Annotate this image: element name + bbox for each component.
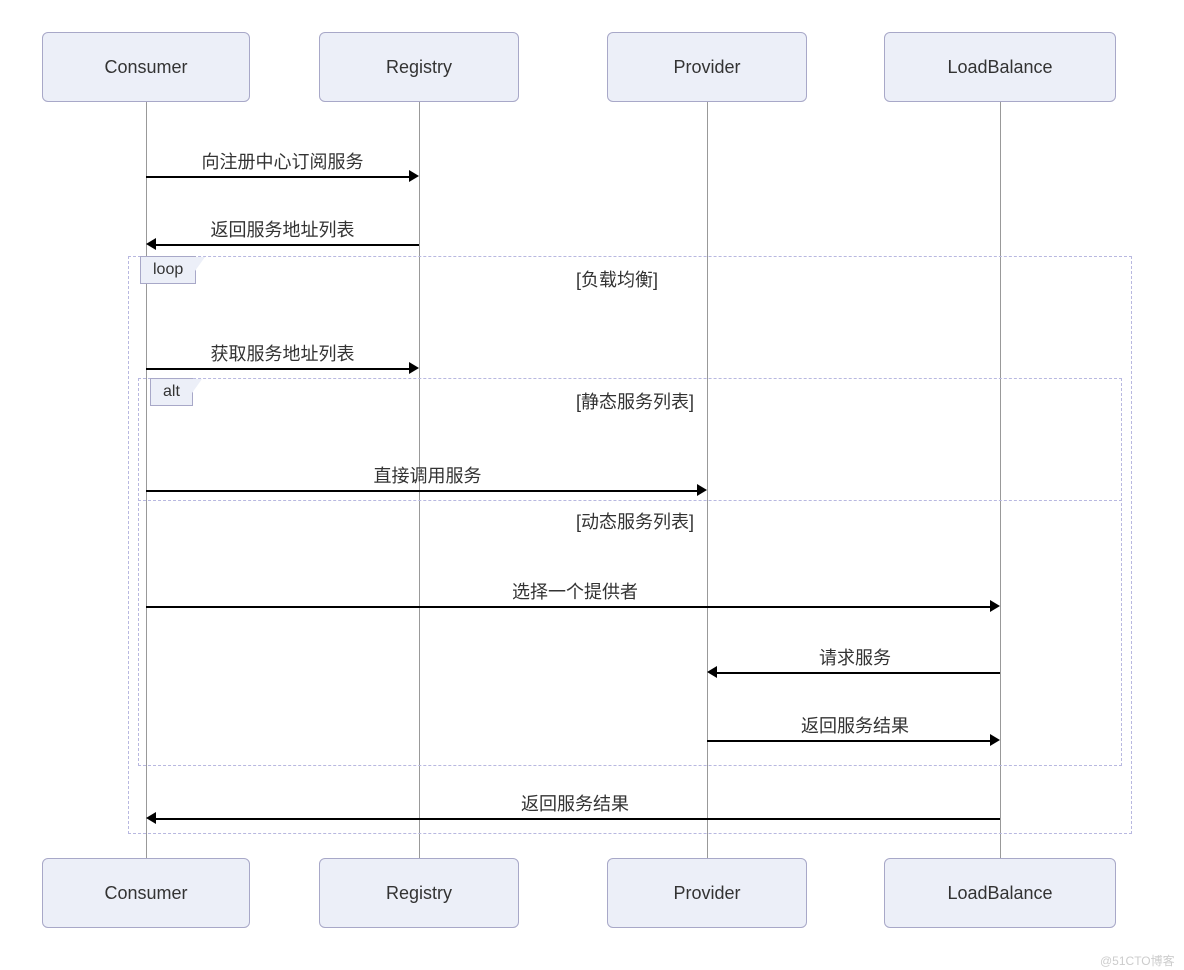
msg-select-provider-line (146, 606, 990, 608)
participant-provider-bottom: Provider (607, 858, 807, 928)
msg-request-service-arrow (707, 666, 717, 678)
participant-label: LoadBalance (947, 883, 1052, 904)
msg-select-provider-label: 选择一个提供者 (500, 578, 650, 604)
participant-consumer-bottom: Consumer (42, 858, 250, 928)
msg-request-service-line (717, 672, 1000, 674)
msg-return-result-2-label: 返回服务结果 (510, 790, 640, 816)
participant-loadbalance-bottom: LoadBalance (884, 858, 1116, 928)
loop-frame-title: [负载均衡] (576, 266, 658, 292)
participant-label: Provider (673, 57, 740, 78)
participant-label: Registry (386, 57, 452, 78)
participant-label: Provider (673, 883, 740, 904)
msg-get-list-arrow (409, 362, 419, 374)
msg-return-result-2-arrow (146, 812, 156, 824)
loop-frame-label: loop (140, 256, 196, 284)
alt-frame-label: alt (150, 378, 193, 406)
msg-get-list-label: 获取服务地址列表 (190, 340, 375, 366)
participant-provider-top: Provider (607, 32, 807, 102)
msg-return-result-2-line (156, 818, 1000, 820)
msg-return-result-1-label: 返回服务结果 (790, 712, 920, 738)
msg-get-list-line (146, 368, 409, 370)
participant-consumer-top: Consumer (42, 32, 250, 102)
alt-frame-title: [静态服务列表] (576, 388, 694, 414)
msg-return-list-line (156, 244, 419, 246)
participant-label: Consumer (104, 883, 187, 904)
participant-registry-top: Registry (319, 32, 519, 102)
participant-label: Registry (386, 883, 452, 904)
msg-direct-call-arrow (697, 484, 707, 496)
alt-else-title: [动态服务列表] (576, 508, 694, 534)
participant-label: LoadBalance (947, 57, 1052, 78)
msg-select-provider-arrow (990, 600, 1000, 612)
msg-subscribe-line (146, 176, 409, 178)
participant-loadbalance-top: LoadBalance (884, 32, 1116, 102)
msg-return-result-1-arrow (990, 734, 1000, 746)
msg-subscribe-label: 向注册中心订阅服务 (180, 148, 385, 174)
watermark: @51CTO博客 (1100, 952, 1175, 969)
msg-direct-call-label: 直接调用服务 (360, 462, 495, 488)
sequence-diagram: loop [负载均衡] alt [静态服务列表] [动态服务列表] 向注册中心订… (0, 0, 1184, 970)
msg-return-list-arrow (146, 238, 156, 250)
msg-request-service-label: 请求服务 (810, 644, 900, 670)
alt-frame (138, 378, 1122, 766)
participant-label: Consumer (104, 57, 187, 78)
alt-divider (138, 500, 1122, 501)
msg-return-list-label: 返回服务地址列表 (190, 216, 375, 242)
msg-direct-call-line (146, 490, 697, 492)
msg-return-result-1-line (707, 740, 990, 742)
msg-subscribe-arrow (409, 170, 419, 182)
participant-registry-bottom: Registry (319, 858, 519, 928)
